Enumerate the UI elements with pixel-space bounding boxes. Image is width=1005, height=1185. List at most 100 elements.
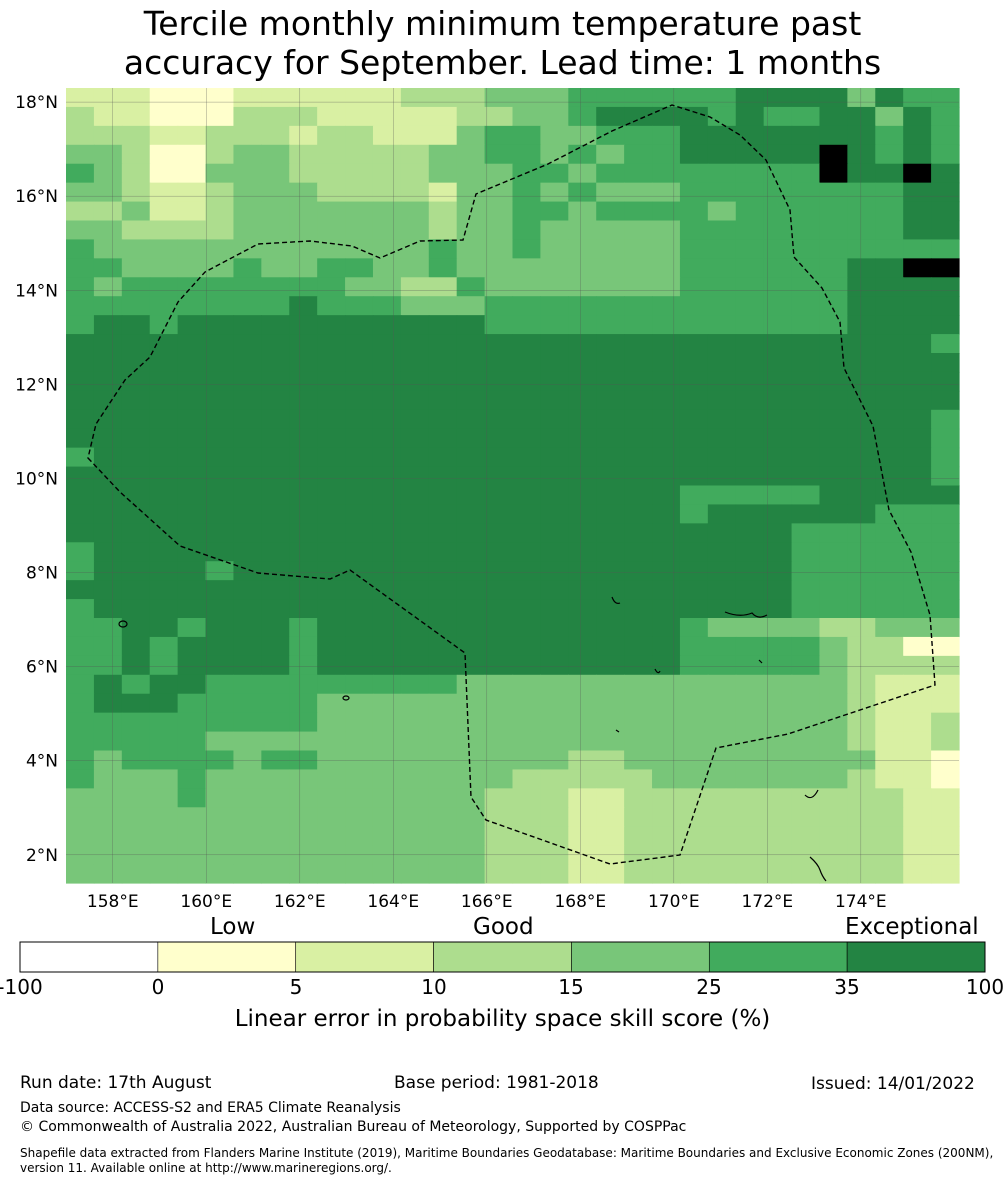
shapefile-credit-line2: version 11. Available online at http://w… xyxy=(20,1161,392,1175)
skill-cell xyxy=(66,296,95,316)
skill-cell xyxy=(707,296,737,316)
skill-cell xyxy=(289,618,318,638)
skill-cell xyxy=(456,106,486,127)
skill-cell xyxy=(791,163,821,184)
skill-cell xyxy=(456,674,486,695)
skill-cell xyxy=(400,731,430,752)
skill-cell xyxy=(847,353,876,373)
skill-cell xyxy=(372,731,402,752)
skill-cell xyxy=(400,296,430,316)
skill-cell xyxy=(205,296,235,316)
skill-cell xyxy=(121,106,151,127)
skill-cell xyxy=(233,523,262,543)
skill-cell xyxy=(121,864,151,884)
skill-cell xyxy=(372,618,402,638)
skill-cell xyxy=(121,201,151,222)
skill-cell xyxy=(205,334,235,354)
skill-cell xyxy=(289,504,318,524)
skill-cell xyxy=(568,599,597,619)
skill-cell xyxy=(763,125,793,146)
skill-cell xyxy=(763,561,793,581)
skill-cell xyxy=(372,693,402,714)
skill-cell xyxy=(931,315,960,335)
skill-cell xyxy=(456,504,486,524)
skill-cell xyxy=(400,182,430,203)
skill-cell xyxy=(791,523,821,543)
skill-cell xyxy=(289,201,318,222)
skill-cell xyxy=(931,371,960,392)
skill-cell xyxy=(707,826,737,846)
skill-cell xyxy=(177,125,207,146)
skill-cell xyxy=(289,239,318,259)
skill-cell xyxy=(400,674,430,695)
skill-cell xyxy=(484,788,514,808)
skill-cell xyxy=(456,561,486,581)
skill-cell xyxy=(763,769,793,789)
skill-cell xyxy=(372,106,402,127)
skill-cell xyxy=(121,485,151,506)
longitude-label: 158°E xyxy=(87,892,139,912)
skill-cell xyxy=(456,826,486,846)
skill-cell xyxy=(596,220,625,241)
skill-cell xyxy=(345,655,374,676)
skill-cell xyxy=(345,580,374,600)
skill-cell xyxy=(345,542,374,562)
skill-cell xyxy=(289,144,318,165)
skill-cell xyxy=(93,636,123,657)
skill-cell xyxy=(735,542,765,562)
skill-cell xyxy=(679,523,709,543)
skill-cell xyxy=(121,296,151,316)
skill-cell xyxy=(568,447,597,468)
longitude-label: 168°E xyxy=(554,892,606,912)
skill-cell xyxy=(317,334,346,354)
skill-cell xyxy=(679,580,709,600)
skill-cell xyxy=(819,864,848,884)
skill-cell xyxy=(735,353,765,373)
skill-cell xyxy=(261,826,290,846)
skill-cell xyxy=(903,693,932,714)
graticule xyxy=(66,88,959,883)
skill-cell xyxy=(679,334,709,354)
skill-cell xyxy=(707,371,737,392)
skill-cell xyxy=(205,864,235,884)
skill-cell xyxy=(819,788,848,808)
skill-cell xyxy=(205,371,235,392)
skill-cell xyxy=(735,239,765,259)
skill-cell xyxy=(819,106,848,127)
skill-cell xyxy=(372,201,402,222)
skill-cell xyxy=(345,409,374,430)
skill-cell xyxy=(875,599,904,619)
skill-cell xyxy=(540,163,569,184)
skill-cell xyxy=(931,580,960,600)
skill-cell xyxy=(428,712,458,733)
skill-cell xyxy=(149,523,179,543)
skill-cell xyxy=(624,334,653,354)
skill-cell xyxy=(289,769,318,789)
skill-cell xyxy=(372,88,402,108)
skill-cell xyxy=(345,390,374,411)
skill-cell xyxy=(819,182,848,203)
skill-cell xyxy=(903,523,932,543)
skill-cell xyxy=(819,125,848,146)
skill-cell xyxy=(568,144,597,165)
skill-cell xyxy=(261,731,290,752)
skill-cell xyxy=(66,580,95,600)
skill-cell xyxy=(121,712,151,733)
skill-cell xyxy=(177,277,207,297)
skill-cell xyxy=(177,655,207,676)
skill-cell xyxy=(93,864,123,884)
skill-cell xyxy=(456,618,486,638)
skill-cell xyxy=(456,239,486,259)
skill-cell xyxy=(512,788,542,808)
skill-cell xyxy=(652,769,681,789)
skill-cell xyxy=(707,542,737,562)
skill-cell xyxy=(317,731,346,752)
skill-cell xyxy=(428,769,458,789)
skill-cell xyxy=(847,504,876,524)
data-source: Data source: ACCESS-S2 and ERA5 Climate … xyxy=(20,1100,401,1116)
skill-cell xyxy=(735,447,765,468)
skill-cell xyxy=(149,353,179,373)
skill-cell xyxy=(428,864,458,884)
skill-cell xyxy=(847,390,876,411)
